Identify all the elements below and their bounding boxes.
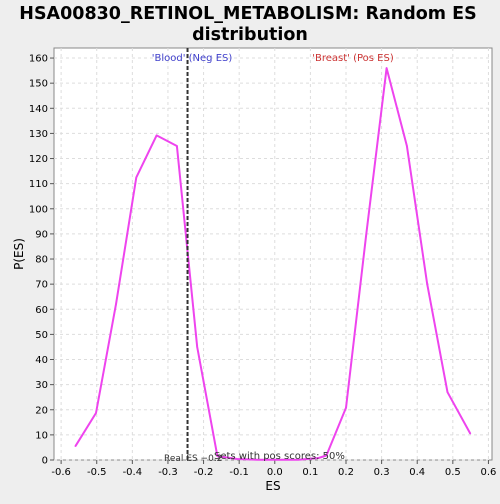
data-point [446,391,449,393]
y-tick-label: 130 [29,129,48,140]
data-point [277,458,279,461]
data-point [216,455,219,458]
x-tick-label: 0.3 [374,467,390,478]
y-tick-label: 20 [35,405,48,416]
data-point [469,432,472,435]
data-point [345,406,347,409]
data-point [115,303,117,306]
data-point [317,457,320,459]
data-point [325,454,328,457]
x-tick-label: -0.4 [123,467,143,478]
chart-title-line2: distribution [192,25,308,45]
data-point [256,458,259,461]
data-point [176,145,178,147]
x-tick-label: 0.0 [267,467,283,478]
x-tick-label: 0.1 [302,467,318,478]
x-axis-label: ES [265,479,280,493]
x-tick-label: 0.4 [409,467,425,478]
data-point [297,458,300,461]
y-tick-label: 30 [35,380,48,391]
data-point [426,283,428,285]
real-es-label: Real ES −0.2 [164,454,222,464]
y-tick-label: 0 [42,456,48,467]
x-tick-label: -0.5 [87,467,107,478]
data-point [385,67,388,69]
series-layer [74,67,472,461]
y-tick-label: 40 [35,355,48,366]
pos-es-annotation: 'Breast' (Pos ES) [312,53,394,64]
data-point [155,134,158,137]
x-tick-label: -0.6 [51,467,71,478]
y-tick-label: 140 [29,104,48,115]
sets-pos-scores-annotation: Sets with pos scores: 50% [214,451,345,462]
y-tick-label: 50 [35,330,48,341]
data-point [95,412,97,414]
data-point [74,445,77,447]
x-tick-label: -0.1 [229,467,249,478]
y-tick-label: 120 [29,154,48,165]
chart-title-line1: HSA00830_RETINOL_METABOLISM: Random ES [19,4,476,24]
data-point [196,346,198,348]
y-tick-label: 10 [35,430,48,441]
x-tick-label: 0.6 [480,467,496,478]
y-tick-label: 100 [29,204,48,215]
x-tick-label: 0.5 [445,467,461,478]
y-tick-label: 110 [29,179,48,190]
axis-layer: -0.6 -0.5 -0.4 -0.3 -0.2 -0.1 0.0 0.1 0.2 0.3 0.4 0… [29,54,496,478]
y-tick-label: 60 [35,305,48,316]
data-point [236,458,239,460]
data-point [365,233,368,235]
y-tick-label: 160 [29,54,48,65]
y-tick-label: 70 [35,280,48,291]
y-tick-label: 90 [35,229,48,240]
x-tick-label: 0.2 [338,467,354,478]
x-tick-label: -0.2 [194,467,214,478]
neg-es-annotation: 'Blood' (Neg ES) [152,53,233,64]
data-point [135,176,138,179]
y-tick-label: 150 [29,79,48,90]
y-axis-label: P(ES) [12,238,26,270]
plot-area [53,47,493,461]
data-point [406,145,408,147]
y-tick-label: 80 [35,255,48,266]
x-tick-label: -0.3 [158,467,178,478]
